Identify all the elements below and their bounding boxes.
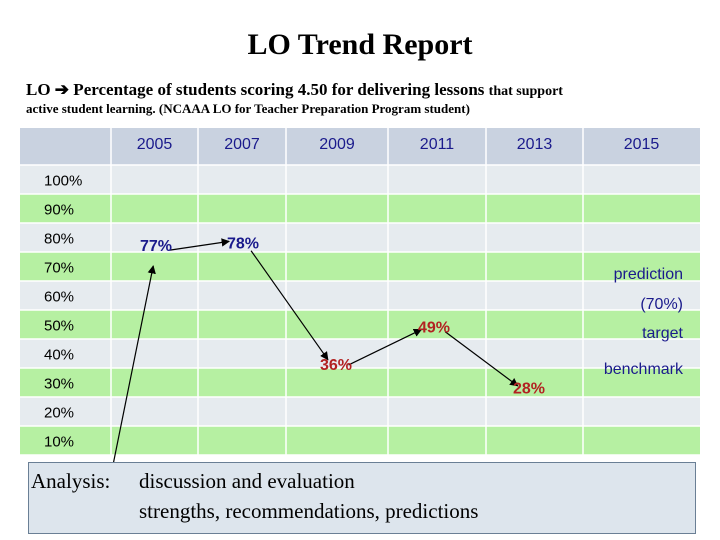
y-tick-label: 70%: [44, 260, 74, 277]
table-row: [20, 281, 700, 310]
table-row: [20, 165, 700, 194]
analysis-box: Analysis: discussion and evaluation stre…: [28, 462, 696, 534]
y-tick-label: 50%: [44, 318, 74, 335]
y-tick-label: 20%: [44, 405, 74, 422]
y-tick-label: 30%: [44, 376, 74, 393]
subtitle-line-2: active student learning. (NCAAA LO for T…: [26, 101, 716, 117]
data-label: 49%: [418, 319, 450, 336]
trend-arrow: [444, 331, 519, 387]
target-annotation: benchmark: [604, 361, 684, 378]
table-header-band: [20, 128, 700, 165]
table-row: [20, 397, 700, 426]
subtitle-main: LO ➔ Percentage of students scoring 4.50…: [26, 80, 485, 99]
y-tick-label: 100%: [44, 173, 82, 190]
y-tick-label: 90%: [44, 202, 74, 219]
x-tick-label: 2015: [624, 136, 660, 153]
table-row: [20, 339, 700, 368]
data-label: 36%: [320, 357, 352, 374]
table-row: [20, 194, 700, 223]
table-row: [20, 426, 700, 455]
page-title: LO Trend Report: [247, 28, 473, 61]
target-annotation: (70%): [640, 296, 683, 313]
subtitle-reference: (NCAAA LO for Teacher Preparation Progra…: [158, 101, 470, 116]
table-row: [20, 223, 700, 252]
subtitle-line-1: LO ➔ Percentage of students scoring 4.50…: [26, 80, 716, 100]
trend-arrow: [250, 250, 329, 361]
table-row: [20, 252, 700, 281]
trend-arrow: [169, 238, 230, 251]
y-tick-label: 40%: [44, 347, 74, 364]
data-label: 77%: [140, 238, 172, 255]
subtitle-line2-main: active student learning.: [26, 101, 156, 116]
target-annotation: target: [642, 325, 683, 342]
trend-arrow: [348, 328, 423, 366]
table-row: [20, 310, 700, 339]
subtitle-small: that support: [488, 84, 563, 99]
y-tick-label: 60%: [44, 289, 74, 306]
data-label: 28%: [513, 380, 545, 397]
analysis-label: Analysis:: [31, 469, 111, 493]
x-tick-label: 2007: [224, 136, 260, 153]
x-tick-label: 2005: [137, 136, 173, 153]
y-tick-label: 10%: [44, 434, 74, 451]
target-annotation: prediction: [614, 266, 683, 283]
y-tick-label: 80%: [44, 231, 74, 248]
analysis-line-2: strengths, recommendations, predictions: [139, 499, 479, 523]
x-tick-label: 2009: [319, 136, 355, 153]
x-tick-label: 2011: [420, 136, 455, 153]
x-tick-label: 2013: [517, 136, 553, 153]
table-row: [20, 368, 700, 397]
trend-arrow: [111, 265, 156, 471]
analysis-line-1: discussion and evaluation: [139, 469, 355, 493]
data-label: 78%: [227, 235, 259, 252]
